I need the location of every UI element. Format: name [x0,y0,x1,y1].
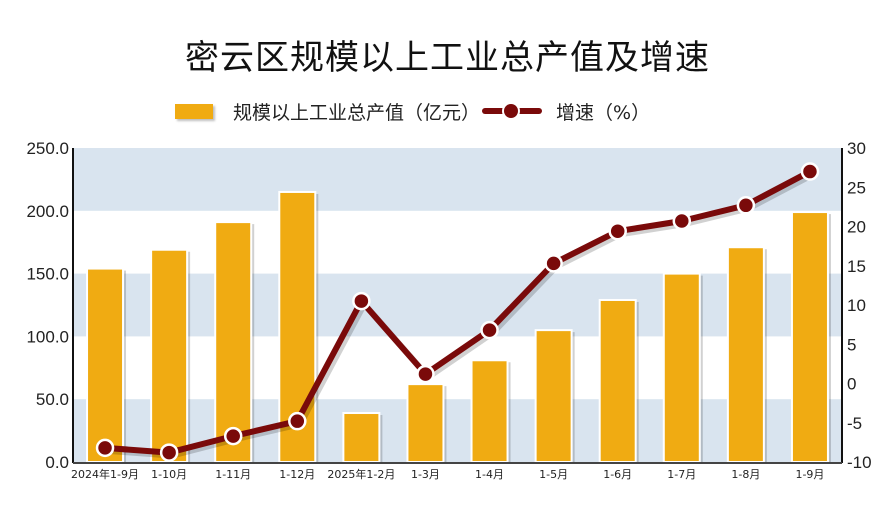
legend-line-marker-icon [482,104,543,118]
bar [470,359,509,464]
growth-line [104,168,812,456]
line-marker [416,364,435,384]
legend-line-label: 增速（%） [556,101,651,124]
line-marker [95,438,115,458]
bar [342,412,381,463]
bar [406,383,445,463]
line-marker [288,411,307,431]
bar [598,298,637,464]
bar [726,246,765,463]
left-tick-label: 250.0 [26,139,69,158]
left-tick-label: 100.0 [26,327,69,346]
legend: 规模以上工业总产值（亿元） 增速（%） [175,97,650,125]
line-marker [480,320,499,340]
grid-band [73,273,842,337]
chart-title: 密云区规模以上工业总产值及增速 [185,38,710,78]
bar [150,248,189,463]
x-tick-label: 1-8月 [731,468,760,481]
x-tick-label: 2024年1-9月 [71,467,139,481]
x-tick-label: 1-12月 [279,468,315,481]
x-tick-label: 1-3月 [411,468,440,481]
axes [72,148,843,464]
line-marker [672,211,692,231]
x-tick-label: 2025年1-2月 [327,467,395,481]
right-tick-label: 5 [847,335,856,354]
bar-series [86,190,831,464]
grid-band [73,148,842,211]
x-tick-label: 1-5月 [539,468,568,481]
x-tick-label: 1-4月 [475,468,504,481]
left-tick-label: 200.0 [26,202,69,221]
line-marker [736,196,756,215]
legend-bar-label: 规模以上工业总产值（亿元） [233,101,481,124]
growth-line-series [95,162,820,462]
right-tick-label: -5 [847,414,862,433]
bar [214,221,253,463]
bar [790,211,829,463]
right-tick-label: 0 [847,375,856,394]
line-marker [159,443,179,462]
left-tick-label: 0.0 [45,453,69,472]
line-marker [608,221,627,241]
background-bands [73,148,842,462]
right-tick-label: 15 [847,257,866,276]
right-tick-label: 30 [847,139,866,158]
right-tick-label: 10 [847,296,866,315]
bar [534,329,573,463]
right-tick-label: -10 [847,453,872,472]
x-tick-label: 1-9月 [795,468,824,481]
x-tick-label: 1-11月 [215,468,251,481]
x-tick-label: 1-10月 [151,468,187,481]
x-tick-label: 1-7月 [667,468,696,481]
grid-band [73,399,842,462]
left-tick-label: 150.0 [26,265,69,284]
line-marker [223,426,243,446]
right-tick-label: 20 [847,218,866,237]
right-y-axis-ticks: -10 -5 0 5 10 15 20 25 30 [847,139,872,472]
legend-bar-swatch-icon [175,103,213,119]
line-marker [800,162,820,181]
bar [86,267,125,463]
left-tick-label: 50.0 [36,390,69,409]
line-marker [544,254,563,273]
left-y-axis-ticks: 0.0 50.0 100.0 150.0 200.0 250.0 [26,139,69,472]
line-shadow [107,171,815,459]
right-tick-label: 25 [847,178,866,197]
bar [662,272,701,463]
x-axis-labels: 2024年1-9月 1-10月 1-11月 1-12月 2025年1-2月 1-3月 1-4… [71,467,824,481]
x-tick-label: 1-6月 [603,468,632,481]
line-marker [352,291,371,311]
